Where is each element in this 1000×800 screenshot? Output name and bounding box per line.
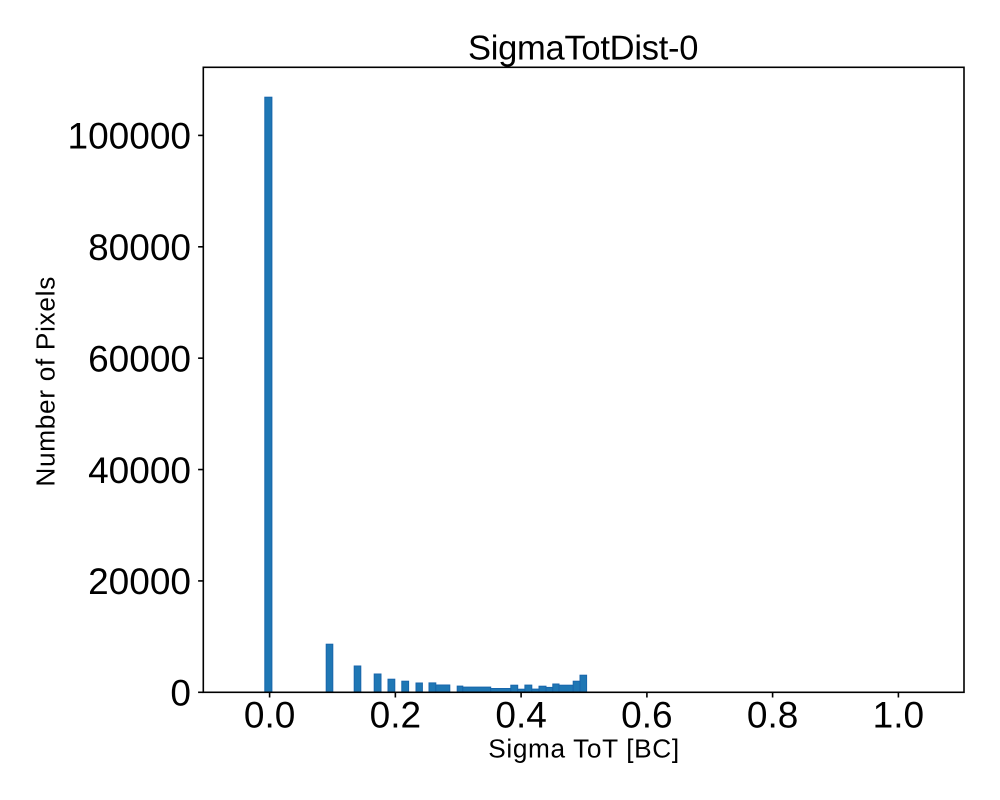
svg-text:0.8: 0.8 [747,694,798,735]
svg-text:0: 0 [170,673,191,714]
svg-text:0.6: 0.6 [621,694,672,735]
svg-text:100000: 100000 [68,116,191,157]
svg-text:80000: 80000 [88,227,191,268]
svg-text:40000: 40000 [88,450,191,491]
svg-text:Number of Pixels: Number of Pixels [31,276,61,487]
svg-text:1.0: 1.0 [873,694,924,735]
svg-text:60000: 60000 [88,338,191,379]
svg-text:SigmaTotDist-0: SigmaTotDist-0 [468,29,698,67]
svg-text:20000: 20000 [88,561,191,602]
svg-text:Sigma ToT [BC]: Sigma ToT [BC] [488,734,680,764]
svg-text:0.0: 0.0 [244,694,295,735]
svg-text:0.2: 0.2 [370,694,421,735]
svg-text:0.4: 0.4 [495,694,546,735]
